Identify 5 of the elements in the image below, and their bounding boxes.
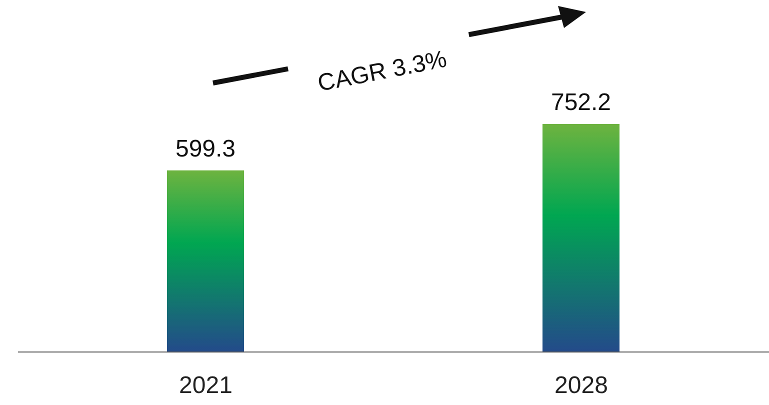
- data-label: 599.3: [175, 135, 236, 162]
- text: CAGR 3.3%: [316, 46, 450, 98]
- x-tick-label: 2028: [554, 372, 608, 400]
- data-label: 752.2: [550, 89, 612, 116]
- x-tick-label: 2021: [179, 372, 232, 400]
